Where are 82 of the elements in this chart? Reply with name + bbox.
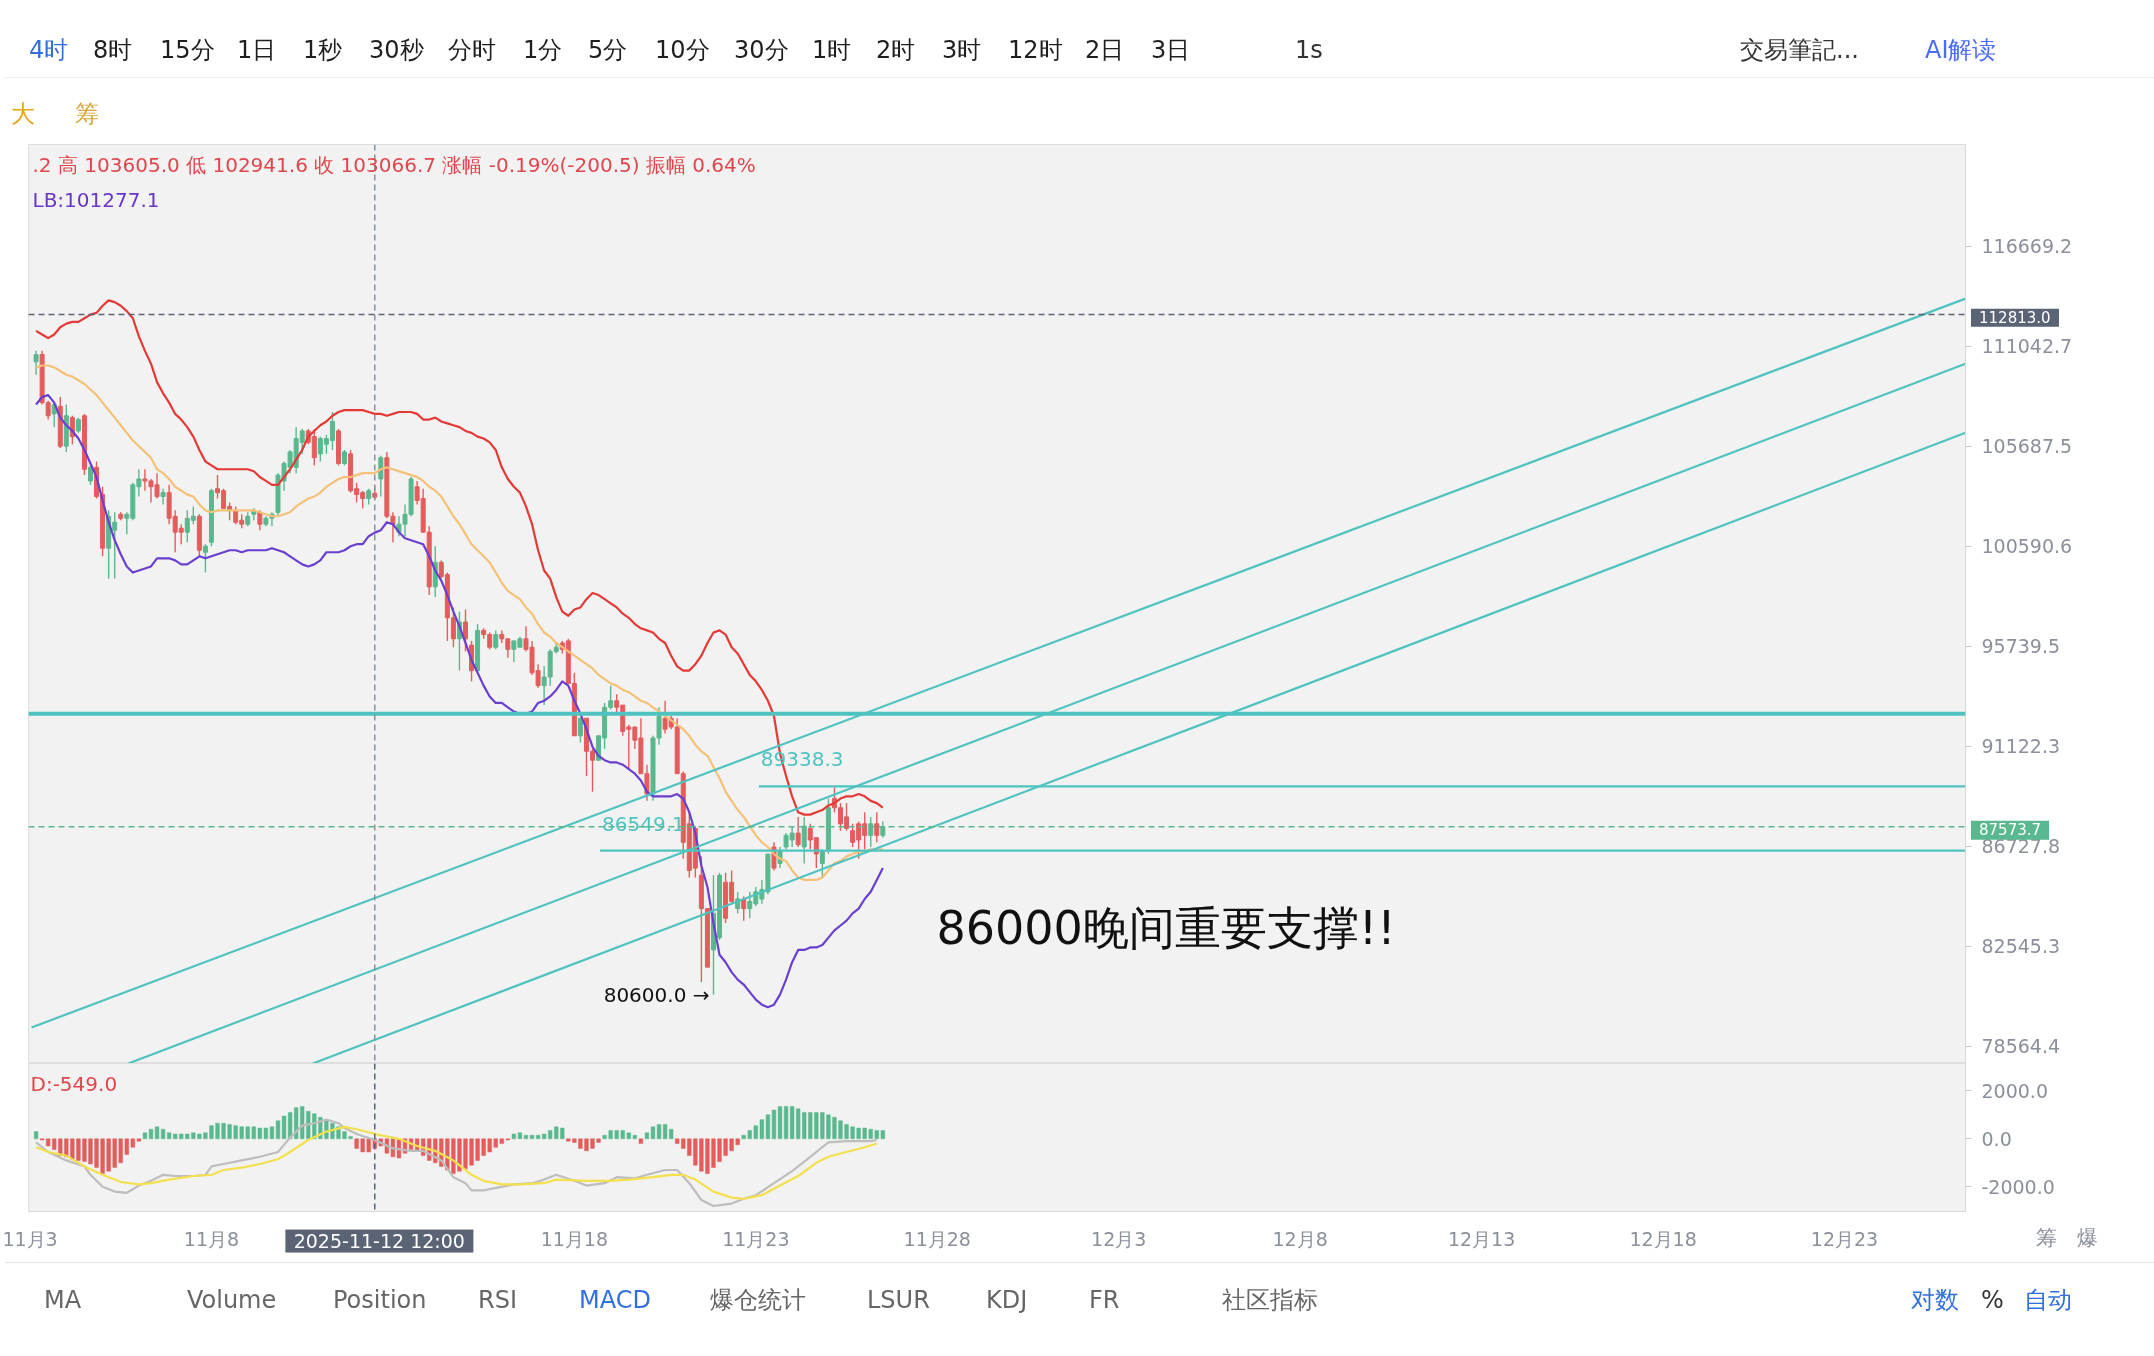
- candlestick: [202, 543, 208, 574]
- text: 30分: [734, 35, 789, 65]
- text: MA: [44, 1285, 82, 1315]
- x-tick-label: 11月3: [2, 1227, 58, 1250]
- text: 大: [11, 99, 35, 129]
- text: 爆: [2077, 1226, 2098, 1251]
- text: 交易筆記...: [1740, 35, 1859, 65]
- annotation: 80600.0 →: [603, 982, 710, 1007]
- text: 8时: [93, 35, 133, 65]
- text: 1时: [812, 35, 852, 65]
- text: Volume: [187, 1285, 277, 1315]
- text: LSUR: [867, 1285, 930, 1315]
- text: 1s: [1295, 35, 1323, 65]
- y-tick-label: 100590.6: [1981, 535, 2073, 558]
- candlestick: [257, 509, 263, 531]
- y-tick-label: 116669.2: [1981, 235, 2073, 258]
- text: 自动: [2024, 1285, 2072, 1315]
- text: KDJ: [986, 1285, 1028, 1315]
- bar: [33, 1131, 39, 1140]
- text: 4时: [29, 35, 69, 65]
- y-tick-label: 105687.5: [1981, 435, 2073, 458]
- ref-line-label: 112813.0: [1971, 308, 2059, 328]
- y-tick-label: 82545.3: [1981, 935, 2061, 958]
- text: 1分: [523, 35, 563, 65]
- y-tick-label: 91122.3: [1981, 735, 2061, 758]
- text: FR: [1089, 1285, 1120, 1315]
- x-tick-label: 12月3: [1091, 1227, 1147, 1250]
- candlestick: [577, 717, 583, 744]
- candlestick: [33, 350, 39, 376]
- text: Position: [333, 1285, 427, 1315]
- line-series: [34, 394, 884, 1009]
- x-tick-label: 12月18: [1629, 1227, 1697, 1250]
- text: 社区指标: [1222, 1285, 1318, 1315]
- candlestick: [378, 455, 384, 498]
- text: 2时: [876, 35, 916, 65]
- text: 5分: [588, 35, 628, 65]
- candlestick: [463, 608, 468, 653]
- text: 3时: [942, 35, 982, 65]
- text: 2日: [1085, 35, 1125, 65]
- candlestick: [493, 629, 499, 651]
- text: 30秒: [369, 35, 424, 65]
- y-tick-label: 95739.5: [1981, 635, 2061, 658]
- x-tick-label: 11月28: [903, 1227, 971, 1250]
- bar: [638, 1138, 644, 1144]
- candlestick: [88, 464, 93, 486]
- text: 1日: [237, 35, 277, 65]
- text: %: [1981, 1285, 2004, 1315]
- text: 筹: [2036, 1226, 2057, 1251]
- text: 爆仓统计: [710, 1285, 806, 1315]
- text: MACD: [579, 1285, 651, 1315]
- x-tick-label: 11月8: [183, 1227, 240, 1250]
- text: 1秒: [303, 35, 343, 65]
- text: AI解读: [1925, 35, 1997, 65]
- candlestick: [795, 816, 801, 848]
- x-tick-label: 12月8: [1272, 1227, 1328, 1250]
- candlestick: [874, 811, 880, 844]
- text: 分时: [448, 35, 496, 65]
- line-series: [34, 299, 884, 816]
- y-tick-label: 78564.4: [1981, 1035, 2061, 1058]
- annotation: LB:101277.1: [32, 187, 160, 212]
- ref-line-label: 87573.7: [1971, 820, 2050, 840]
- text: 10分: [655, 35, 710, 65]
- y-tick-label: 0.0: [1981, 1127, 2012, 1150]
- y-tick-label: 2000.0: [1981, 1079, 2048, 1102]
- x-tick-label: 12月23: [1810, 1227, 1879, 1250]
- candlestick: [160, 488, 166, 506]
- ref-line-label: 2025-11-12 12:00: [285, 1229, 473, 1253]
- annotation: D:-549.0: [30, 1071, 118, 1096]
- y-tick-label: -2000.0: [1981, 1175, 2055, 1198]
- text: 3日: [1151, 35, 1191, 65]
- text: 筹: [75, 99, 99, 129]
- text: 对数: [1911, 1285, 1959, 1315]
- x-tick-label: 11月23: [722, 1227, 790, 1250]
- text: RSI: [478, 1285, 517, 1315]
- annotation: 86000晚间重要支撑!!: [936, 900, 1396, 955]
- x-tick-label: 12月13: [1447, 1227, 1516, 1250]
- text: 15分: [160, 35, 215, 65]
- x-tick-label: 11月18: [540, 1227, 609, 1250]
- text: 12时: [1008, 35, 1063, 65]
- annotation: .2 高 103605.0 低 102941.6 收 103066.7 涨幅 -0.19%(-200.5) 振幅 0.64%: [32, 152, 756, 177]
- y-tick-label: 111042.7: [1981, 335, 2073, 358]
- line-series: [34, 364, 884, 882]
